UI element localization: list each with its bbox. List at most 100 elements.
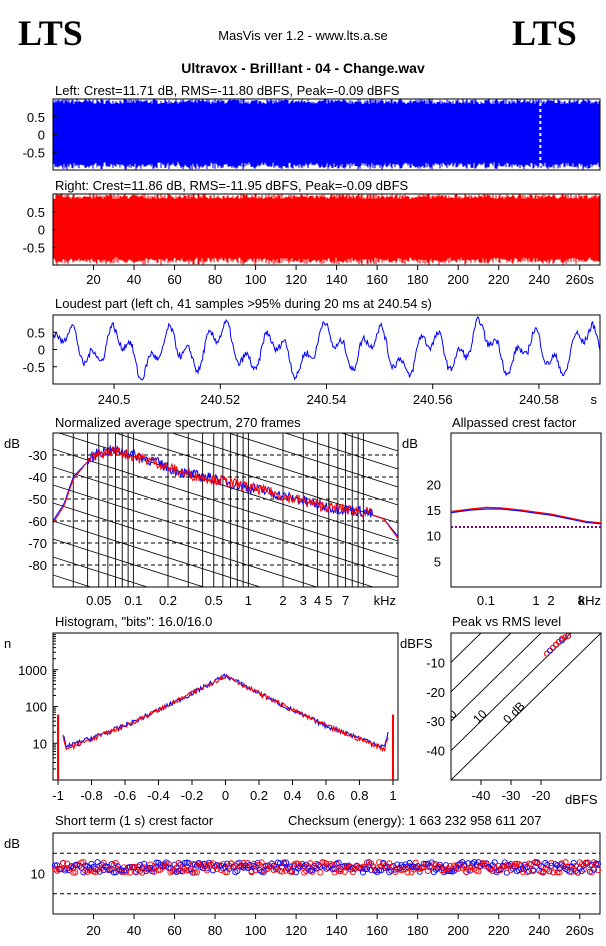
right-crest-point <box>475 868 482 875</box>
right-crest-point <box>331 869 338 876</box>
x-tick-label: 7 <box>342 593 349 608</box>
x-tick-label: 180 <box>407 923 429 938</box>
histogram-panel: 1000 100 10 -1 -0.8 -0.6 -0.4 -0.2 0 0.2 0.4 0.6 0.8… <box>18 632 399 803</box>
crest-diagonal <box>451 633 512 693</box>
right-crest-point <box>280 859 288 866</box>
right-crest-point <box>268 860 275 867</box>
x-tick-label: 160 <box>366 923 388 938</box>
x-tick-label: 40 <box>127 923 141 938</box>
x-tick-label: 60 <box>167 272 181 287</box>
y-tick-label: -60 <box>28 514 47 529</box>
right-crest-point <box>139 869 146 876</box>
right-crest-point <box>576 859 583 866</box>
right-crest-point <box>489 867 496 875</box>
x-tick-label: 3 <box>300 593 307 608</box>
y-tick-label: -70 <box>28 536 47 551</box>
left-crest-point <box>394 861 401 868</box>
loudest-trace <box>52 316 601 381</box>
logo-right: LTS <box>512 13 577 53</box>
right-crest-point <box>404 869 411 876</box>
y-tick-label: 15 <box>427 503 441 518</box>
spectrum-frame <box>52 432 399 588</box>
x-tick-label: 240.54 <box>307 392 347 407</box>
crest-diagonal <box>451 633 572 752</box>
y-tick-label: -20 <box>426 685 445 700</box>
x-tick-label: 240 <box>528 272 550 287</box>
slope-line <box>53 520 262 587</box>
x-tick-label: 240.56 <box>413 392 453 407</box>
right-crest-point <box>169 868 176 875</box>
x-tick-label: 60 <box>167 923 181 938</box>
diagonal-label: 10 <box>470 707 490 727</box>
y-tick-label: -80 <box>28 558 47 573</box>
y-tick-label: -0.5 <box>23 360 45 375</box>
y-tick-label: 0.5 <box>27 205 45 220</box>
y-tick-label: 10 <box>427 529 441 544</box>
right-waveform-panel: 0.5 0 -0.5 20 40 60 80 100 120 140 160 180 200 220 240… <box>23 193 601 287</box>
crest-title: Short term (1 s) crest factor <box>55 813 214 828</box>
peak-rms-title: Peak vs RMS level <box>452 614 561 629</box>
spectrum-title: Normalized average spectrum, 270 frames <box>55 415 301 430</box>
x-unit-label: kHz <box>579 593 601 608</box>
left-point <box>547 647 553 654</box>
right-crest-point <box>252 867 259 874</box>
left-waveform-title: Left: Crest=11.71 dB, RMS=-11.80 dBFS, P… <box>55 83 400 98</box>
x-tick-label: 0.05 <box>86 593 111 608</box>
right-spectrum-line <box>53 446 398 539</box>
allpassed-frame <box>450 432 602 588</box>
left-histogram-line <box>62 673 389 750</box>
y-tick-label: -40 <box>28 470 47 485</box>
left-crest-point <box>126 863 134 870</box>
y-tick-label: 0 <box>38 128 45 143</box>
x-tick-label: 1 <box>389 788 396 803</box>
slope-line <box>53 556 149 587</box>
slope-line <box>283 433 398 470</box>
x-tick-label: 100 <box>245 272 267 287</box>
x-tick-label: -30 <box>502 788 521 803</box>
x-tick-label: 140 <box>326 272 348 287</box>
left-spectrum-line <box>53 445 398 537</box>
x-tick-label: 4 <box>314 593 321 608</box>
y-tick-label: 1000 <box>18 663 47 678</box>
right-crest-point <box>582 859 589 866</box>
diagonal-label: 20 <box>440 707 460 727</box>
x-tick-label: -0.4 <box>147 788 169 803</box>
peak-rms-xlabel: dBFS <box>565 792 598 807</box>
y-tick-label: 10 <box>33 736 47 751</box>
right-crest-point <box>112 859 119 867</box>
x-tick-label: -1 <box>52 788 64 803</box>
y-tick-label: 0.5 <box>27 110 45 125</box>
x-tick-label: 260s <box>566 272 595 287</box>
x-tick-label: 120 <box>285 923 307 938</box>
x-tick-label: 0 <box>222 788 229 803</box>
x-tick-label: 220 <box>488 272 510 287</box>
right-crest-point <box>297 864 304 871</box>
left-crest-point <box>359 869 367 876</box>
peak-vs-rms-panel: 40 30 20 10 0 dB-10-20-30-40-40 -30 -20 <box>426 632 602 803</box>
right-crest-point <box>60 859 67 867</box>
slope-line <box>53 629 398 739</box>
right-crest-point <box>349 869 356 876</box>
right-crest-point <box>220 861 227 868</box>
left-crest-line <box>450 508 602 525</box>
left-crest-point <box>254 859 261 867</box>
x-tick-label: -0.8 <box>80 788 102 803</box>
right-crest-point <box>307 860 314 867</box>
x-tick-label: 80 <box>208 272 222 287</box>
x-tick-label: 240.58 <box>519 392 559 407</box>
x-tick-label: 2 <box>547 593 554 608</box>
x-tick-label: 200 <box>447 923 469 938</box>
left-crest-point <box>98 861 105 868</box>
right-crest-point <box>130 863 138 870</box>
x-tick-label: 120 <box>285 272 307 287</box>
file-title: Ultravox - Brill!ant - 04 - Change.wav <box>181 60 425 76</box>
left-crest-point <box>88 860 95 867</box>
right-crest-point <box>556 869 563 876</box>
x-tick-label: 0.1 <box>124 593 142 608</box>
right-crest-point <box>410 866 417 873</box>
right-crest-point <box>80 859 87 866</box>
slope-line <box>227 433 398 488</box>
left-crest-point <box>189 869 196 876</box>
spectrum-plot-area <box>53 433 398 739</box>
